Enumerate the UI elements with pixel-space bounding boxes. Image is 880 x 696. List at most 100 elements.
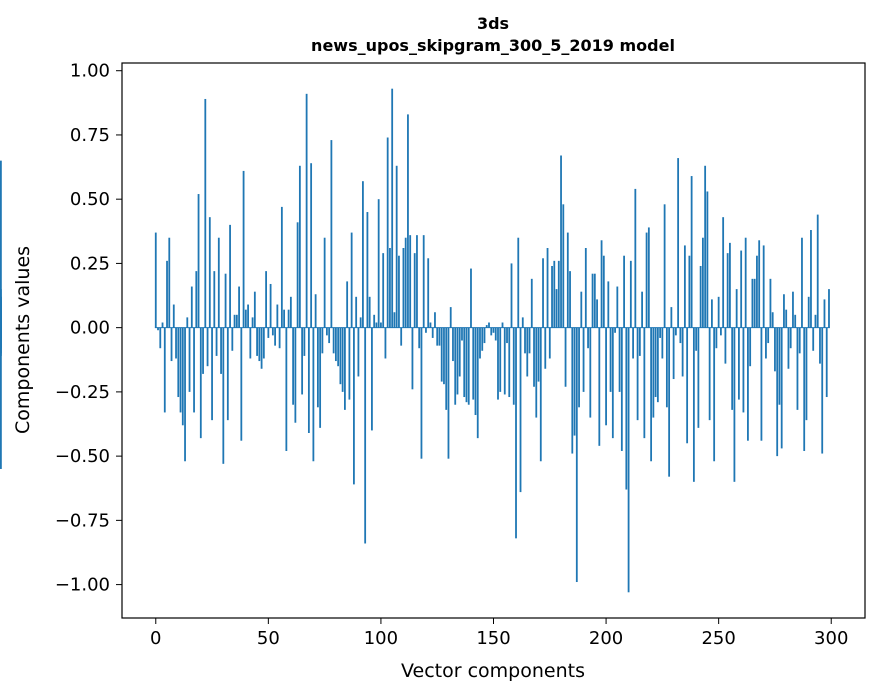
bar — [690, 176, 693, 328]
bar — [193, 327, 195, 413]
bar — [485, 325, 488, 328]
x-tick-label: 0 — [150, 628, 161, 649]
bar — [546, 248, 549, 328]
bar — [195, 271, 198, 328]
bar — [828, 289, 830, 328]
bar — [325, 327, 328, 336]
bar — [240, 327, 243, 441]
bar — [526, 327, 529, 377]
bar — [614, 327, 616, 333]
bar — [515, 327, 517, 539]
bar — [735, 289, 738, 328]
bar — [157, 327, 159, 331]
bar — [357, 327, 360, 377]
bar — [404, 237, 407, 328]
bar — [382, 253, 385, 328]
bars-group — [0, 88, 830, 593]
x-tick-label: 300 — [814, 628, 848, 649]
bar — [798, 327, 801, 354]
bar — [301, 327, 304, 395]
bar — [425, 327, 427, 333]
bar — [368, 296, 371, 328]
bar — [636, 327, 639, 421]
bar — [271, 327, 274, 336]
bar — [447, 327, 450, 459]
bar — [783, 294, 785, 328]
bar — [0, 327, 2, 469]
bar — [699, 265, 702, 328]
bar — [233, 314, 236, 328]
bar — [323, 237, 326, 328]
bar — [589, 327, 592, 418]
y-tick-label: 1.00 — [70, 61, 110, 82]
bar — [251, 317, 254, 328]
y-tick-label: −0.75 — [55, 510, 110, 531]
x-tick-label: 200 — [589, 628, 623, 649]
bar — [539, 327, 542, 462]
bar — [208, 217, 211, 328]
bar — [598, 327, 601, 446]
bar — [575, 327, 578, 583]
bar — [503, 327, 506, 395]
bar — [724, 327, 727, 364]
x-axis-label: Vector components — [401, 660, 585, 682]
bar — [231, 327, 234, 351]
bar — [332, 327, 335, 354]
bar — [528, 327, 531, 354]
bar — [186, 317, 189, 328]
bar — [677, 158, 680, 328]
bar — [548, 327, 551, 359]
bar — [172, 304, 175, 328]
bar — [199, 327, 202, 439]
bar — [0, 160, 2, 328]
bar — [377, 199, 380, 328]
bar — [238, 286, 240, 328]
bar — [339, 327, 342, 385]
bar — [312, 327, 315, 462]
bar — [456, 327, 459, 395]
bar — [440, 327, 443, 382]
bar — [202, 327, 204, 374]
bar — [278, 327, 281, 349]
bar — [434, 312, 436, 328]
bar — [661, 327, 664, 359]
bar — [407, 114, 409, 328]
bar — [553, 260, 556, 328]
bar — [179, 327, 182, 413]
bar — [760, 327, 763, 441]
bar — [821, 327, 824, 454]
bar — [569, 271, 571, 328]
bar — [562, 204, 565, 328]
bar — [573, 327, 576, 436]
bar — [542, 258, 544, 328]
bar — [420, 327, 423, 459]
bar — [154, 232, 157, 328]
bar — [656, 327, 659, 403]
bar — [395, 165, 398, 328]
bar — [422, 235, 425, 328]
y-tick-label: −0.50 — [55, 446, 110, 467]
bar — [674, 327, 677, 336]
bar — [756, 255, 758, 328]
bar — [803, 327, 806, 451]
bar — [753, 278, 756, 328]
bar — [659, 327, 662, 338]
bar — [416, 235, 418, 328]
bar — [287, 309, 290, 328]
bar — [256, 327, 258, 356]
bar — [452, 327, 454, 362]
bar — [747, 327, 749, 441]
bar — [206, 327, 209, 367]
bar — [510, 263, 513, 328]
bar — [701, 237, 704, 328]
bar — [244, 309, 247, 328]
bar — [418, 327, 421, 349]
bar — [801, 237, 803, 328]
bar — [686, 327, 689, 444]
bar — [163, 327, 166, 413]
x-tick-label: 50 — [257, 628, 280, 649]
bar — [274, 327, 276, 346]
bar — [663, 204, 666, 328]
bar — [620, 327, 623, 451]
bar — [362, 181, 364, 328]
